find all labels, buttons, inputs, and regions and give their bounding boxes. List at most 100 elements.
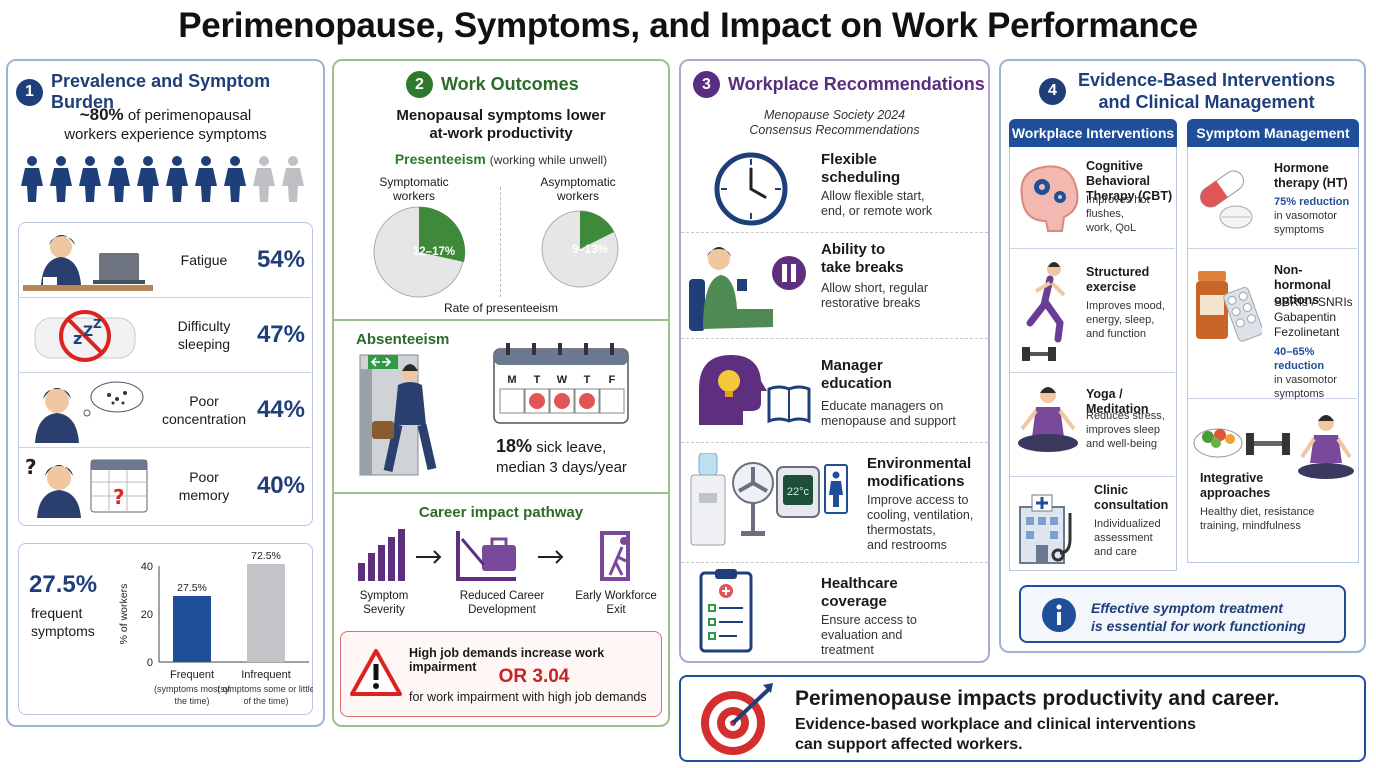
int-desc: Individualized assessment and care [1094, 518, 1161, 558]
woman-figure-grey-icon [282, 156, 304, 202]
career-pathway-diagram [358, 529, 630, 581]
treatment-hormone: Hormone therapy (HT) 75% reduction in vaso… [1188, 147, 1357, 249]
runner-dumbbell-icon [1022, 262, 1066, 361]
meditation-icon [1018, 387, 1078, 452]
pie-label-asymptomatic: Asymptomatic workers [540, 175, 616, 203]
section-divider [334, 492, 668, 494]
bar-frequent [173, 596, 211, 662]
pie-asymptomatic: 9–13% [541, 210, 619, 288]
thermostat-icon: 22°c [776, 466, 820, 518]
int-title: Structured exercise [1086, 265, 1150, 294]
treatment-info-box: Effective symptom treatment is essential … [1019, 585, 1346, 643]
int-desc: 40–65% reduction in vasomotor symptoms [1274, 346, 1337, 400]
rec-title: Healthcare coverage [821, 575, 898, 610]
pie-caption: Rate of presenteeism [443, 301, 559, 315]
environment-icons: 22°c [690, 453, 848, 546]
woman-figure-icon [195, 156, 217, 202]
y-axis-label: % of workers [118, 584, 130, 645]
calendar-day-label: T [534, 374, 541, 386]
food-dumbbell-yoga-icon [1193, 415, 1354, 479]
frequent-pct: 27.5% [29, 571, 98, 598]
intervention-exercise: Structured exercise Improves mood, energy,… [1010, 249, 1175, 373]
rec-desc: Allow short, regular restorative breaks [821, 281, 928, 310]
prevalence-text-1: of perimenopausal [127, 107, 252, 124]
head-lightbulb-book-icon [699, 355, 811, 425]
intervention-cbt: Cognitive Behavioral Therapy (CBT) Improv… [1010, 147, 1175, 249]
category-note: of the time) [243, 696, 288, 706]
symptom-list: Fatigue 54% z Z Z Difficulty sleeping 47% [18, 222, 313, 526]
woman-leaving-door-icon [359, 354, 437, 476]
panel-work-outcomes: 2 Work Outcomes Menopausal symptoms lowe… [332, 59, 670, 727]
banner-subtext: Evidence-based workplace and clinical in… [795, 716, 1197, 753]
y-tick-label: 20 [141, 609, 153, 621]
pie-symptomatic-value: 12–17% [413, 246, 455, 258]
panel-1-number: 1 [16, 78, 43, 106]
int-desc: Healthy diet, resistance training, mindfu… [1200, 506, 1315, 532]
symptom-pct: 47% [256, 321, 305, 348]
panel-interventions: 4 Evidence-Based Interventions and Clinic… [999, 59, 1366, 653]
summary-banner: Perimenopause impacts productivity and c… [679, 675, 1366, 762]
rec-title: Ability to take breaks [821, 241, 904, 276]
briefcase-decline-icon [456, 531, 516, 581]
job-demands-warning: High job demands increase work impairmen… [340, 631, 662, 717]
banner-headline: Perimenopause impacts productivity and c… [795, 687, 1280, 710]
panel-4-title: Evidence-Based Interventions and Clinical… [1078, 70, 1336, 112]
symptom-pct: 44% [256, 396, 305, 423]
svg-text:?: ? [25, 455, 37, 479]
calendar-day-label: T [584, 374, 591, 386]
rec-desc: Ensure access to evaluation and treatment [821, 613, 917, 657]
rec-environmental-modifications: 22°c Environmental modifications Improve … [681, 443, 988, 563]
col-head-workplace: Workplace Interventions [1009, 119, 1177, 147]
col-workplace: Cognitive Behavioral Therapy (CBT) Improv… [1009, 147, 1177, 571]
pie-label-symptomatic: Symptomatic workers [379, 175, 449, 203]
no-sleep-pillow-icon: z Z Z [34, 310, 136, 362]
int-title: Integrative approaches [1200, 471, 1271, 500]
rec-manager-education: Manager education Educate managers on meno… [681, 339, 988, 443]
int-desc: Improves mood, energy, sleep, and function [1086, 300, 1165, 340]
int-title: Non-hormonal options [1274, 263, 1331, 307]
career-step-label: Early Workforce Exit [575, 590, 657, 616]
bar-data-label: 72.5% [251, 550, 281, 562]
forgetful-woman-calendar-icon: ? ? [25, 455, 148, 518]
panel-3-title: Workplace Recommendations [728, 74, 985, 94]
intervention-yoga: Yoga / Meditation Reduces stress, improve… [1010, 373, 1175, 477]
int-title: Yoga / Meditation [1086, 387, 1149, 416]
category-note: (symptoms some or little [217, 684, 313, 694]
symptom-row-fatigue: Fatigue 54% [19, 223, 311, 298]
y-tick-label: 40 [141, 561, 153, 573]
panel-3-number: 3 [693, 71, 720, 98]
woman-figure-icon [79, 156, 101, 202]
fan-icon [732, 462, 774, 536]
category-label: Infrequent [241, 669, 291, 681]
thermostat-value: 22°c [787, 486, 810, 498]
panel-4-number: 4 [1039, 77, 1066, 105]
category-label: Frequent [170, 669, 214, 681]
info-text: Effective symptom treatment is essential … [1091, 600, 1306, 634]
treatment-nonhormonal: Non-hormonal options SSRIs / SNRIs Gabapen… [1188, 249, 1357, 400]
rec-desc: Educate managers on menopause and support [821, 399, 956, 428]
panel-3-heading: 3 Workplace Recommendations [693, 71, 985, 98]
rec-title: Environmental modifications [867, 455, 972, 490]
warning-line-2: for work impairment with high job demand… [409, 690, 647, 704]
severity-bars-icon [358, 529, 405, 581]
prevalence-text-2: workers experience symptoms [64, 126, 267, 143]
int-list: SSRIs / SNRIs Gabapentin Fezolinetant [1274, 295, 1353, 339]
symptom-pct: 40% [256, 471, 305, 499]
category-note: the time) [174, 696, 209, 706]
calendar-day-label: F [609, 374, 616, 386]
sick-leave-text: 18% sick leave, median 3 days/year [496, 436, 627, 476]
frequency-box: 27.5% frequent symptoms 0 20 40 % of workers… [18, 543, 313, 715]
career-step-label: Reduced Career Development [459, 590, 545, 616]
rec-take-breaks: Ability to take breaks Allow short, regul… [681, 233, 988, 339]
panel-2-heading: 2 Work Outcomes [406, 71, 579, 98]
clinic-stethoscope-icon [1019, 494, 1072, 564]
pill-capsule-icon [1200, 170, 1253, 229]
prevalence-statement: ~80% of perimenopausal workers experienc… [8, 105, 323, 144]
symptom-row-concentration: Poor concentration 44% [19, 373, 311, 448]
int-title: Cognitive Behavioral Therapy (CBT) [1086, 159, 1173, 203]
info-icon [1042, 598, 1076, 632]
woman-figure-icon [21, 156, 43, 202]
pie-symptomatic: 12–17% [373, 206, 466, 298]
svg-text:Z: Z [93, 317, 102, 331]
